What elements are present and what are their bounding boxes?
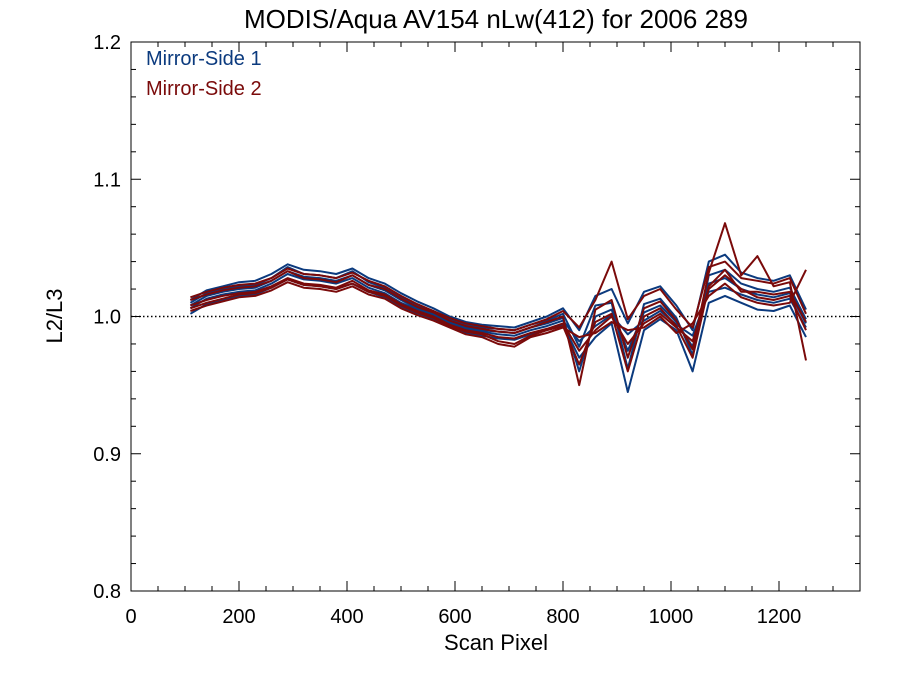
axis-ticks [130,41,861,592]
x-tick-label: 800 [546,606,579,628]
series-line-mirror-side-2 [190,222,807,387]
chart-title: MODIS/Aqua AV154 nLw(412) for 2006 289 [244,4,748,34]
x-tick-label: 1200 [757,606,802,628]
y-tick-label: 1.1 [93,169,121,191]
x-tick-label: 400 [330,606,363,628]
series-line-mirror-side-2 [190,268,807,373]
series-line-mirror-side-1 [189,278,807,393]
series-line-mirror-side-1 [189,270,807,373]
series-line-mirror-side-2 [190,269,807,348]
series-layer [189,222,807,393]
y-tick-label: 1.0 [93,307,121,329]
series-line-mirror-side-2 [190,260,807,332]
x-axis-title: Scan Pixel [444,630,548,655]
plot-frame [130,41,861,592]
y-axis-title: L2/L3 [42,288,67,343]
legend-entry-mirror-side-1: Mirror-Side 1 [146,48,262,70]
x-tick-label: 1000 [649,606,694,628]
x-tick-label: 0 [125,606,136,628]
y-tick-label: 0.9 [93,444,121,466]
legend-entry-mirror-side-2: Mirror-Side 2 [146,78,262,100]
x-tick-label: 200 [222,606,255,628]
y-tick-label: 1.2 [93,32,121,54]
y-tick-label: 0.8 [93,581,121,603]
axis-tick-labels: 0 200 400 600 800 1000 1200 0.8 0.9 1.0 1.1 1.2 [93,32,801,628]
x-tick-label: 600 [438,606,471,628]
